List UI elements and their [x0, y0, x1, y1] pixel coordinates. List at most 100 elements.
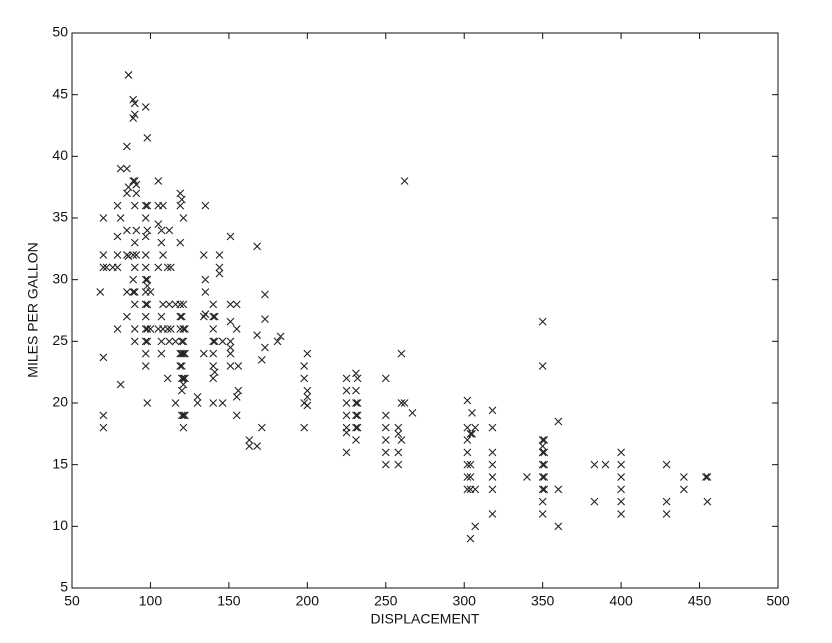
- data-point: [141, 337, 150, 346]
- data-point: [538, 317, 547, 326]
- data-point: [159, 201, 167, 210]
- data-point: [353, 423, 362, 432]
- data-point: [102, 263, 111, 272]
- data-point: [554, 485, 563, 494]
- data-point: [209, 300, 218, 309]
- data-point: [381, 374, 390, 383]
- data-point: [199, 312, 208, 321]
- data-point: [141, 232, 150, 241]
- data-point: [617, 497, 625, 506]
- data-point: [303, 349, 312, 358]
- data-point: [466, 534, 475, 543]
- data-point: [209, 362, 218, 370]
- data-point: [165, 226, 174, 235]
- data-point: [130, 99, 139, 108]
- data-point: [141, 312, 150, 321]
- data-point: [353, 399, 362, 407]
- data-point: [381, 411, 390, 420]
- data-point: [701, 473, 710, 481]
- data-point: [129, 275, 138, 284]
- data-point: [143, 201, 152, 210]
- x-tick-label: 400: [609, 593, 633, 609]
- data-point: [261, 290, 269, 299]
- data-point: [176, 201, 185, 210]
- data-point: [123, 288, 131, 296]
- data-point: [300, 423, 309, 432]
- data-point: [159, 251, 167, 259]
- data-point: [394, 429, 403, 438]
- data-point: [141, 275, 150, 284]
- data-point: [209, 312, 218, 321]
- data-point: [342, 374, 351, 383]
- data-point: [179, 337, 188, 346]
- data-point: [166, 325, 175, 333]
- data-point: [154, 220, 163, 229]
- x-tick-label: 200: [296, 593, 320, 609]
- data-point: [397, 436, 406, 444]
- data-point: [146, 325, 155, 333]
- data-point: [226, 362, 235, 370]
- data-point: [303, 392, 312, 401]
- data-point: [179, 300, 188, 309]
- data-point: [538, 473, 547, 481]
- data-point: [143, 337, 152, 346]
- data-point: [488, 473, 497, 481]
- data-point: [113, 201, 122, 210]
- data-point: [177, 349, 186, 358]
- data-point: [303, 401, 312, 410]
- data-point: [209, 325, 218, 333]
- data-point: [130, 263, 139, 272]
- data-point: [257, 423, 266, 432]
- data-point: [342, 423, 351, 432]
- data-point: [400, 399, 409, 407]
- data-point: [99, 423, 108, 432]
- data-point: [181, 325, 189, 333]
- data-point: [601, 460, 610, 469]
- data-point: [157, 337, 166, 346]
- data-point: [381, 436, 390, 444]
- data-point: [463, 396, 472, 405]
- data-point: [177, 386, 186, 395]
- data-point: [381, 423, 390, 432]
- data-point: [471, 522, 480, 531]
- data-point: [617, 473, 625, 481]
- data-point: [662, 460, 671, 469]
- data-point: [352, 399, 360, 407]
- data-point: [132, 180, 141, 189]
- data-point: [703, 497, 712, 506]
- data-point: [179, 349, 188, 358]
- x-axis-label: DISPLACEMENT: [371, 611, 480, 627]
- data-point: [538, 485, 547, 494]
- data-point: [381, 460, 390, 469]
- data-point: [177, 337, 186, 346]
- data-point: [273, 337, 282, 346]
- data-point: [159, 300, 167, 309]
- data-point: [154, 263, 163, 272]
- data-point: [130, 201, 139, 210]
- data-point: [590, 497, 599, 506]
- data-point: [617, 510, 625, 518]
- data-point: [463, 485, 472, 494]
- data-point: [488, 448, 497, 457]
- data-point: [163, 374, 172, 383]
- data-point: [113, 263, 122, 272]
- data-point: [124, 71, 133, 79]
- data-point: [488, 460, 497, 469]
- data-point: [538, 436, 547, 444]
- data-point: [201, 288, 210, 296]
- data-point: [590, 460, 599, 469]
- data-point: [141, 214, 150, 222]
- data-point: [143, 281, 152, 290]
- data-point: [261, 343, 269, 352]
- data-point: [177, 411, 186, 420]
- data-point: [554, 417, 563, 426]
- data-point: [232, 300, 241, 309]
- data-point: [123, 189, 131, 198]
- data-point: [218, 399, 227, 407]
- data-point: [703, 473, 712, 481]
- data-point: [124, 183, 133, 192]
- data-point: [209, 399, 218, 407]
- data-point: [143, 275, 152, 284]
- data-point: [96, 288, 105, 296]
- data-point: [488, 510, 497, 518]
